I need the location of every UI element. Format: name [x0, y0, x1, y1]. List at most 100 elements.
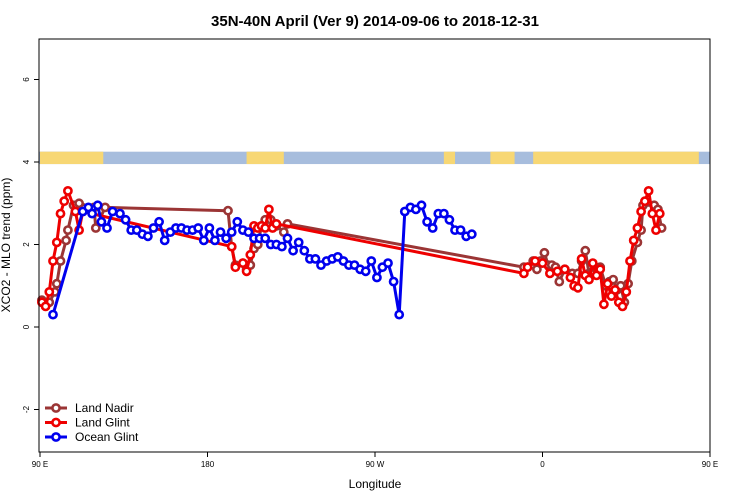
- data-point-land-glint: [565, 272, 576, 283]
- x-tick-label: 180: [201, 460, 215, 469]
- y-axis-label: XCO2 - MLO trend (ppm): [0, 178, 13, 313]
- legend-swatch-marker: [51, 403, 61, 413]
- data-point-ocean-glint: [288, 245, 298, 256]
- data-point-land-nadir: [539, 247, 550, 258]
- data-point-ocean-glint: [204, 223, 215, 233]
- y-tick-label: 2: [22, 242, 31, 247]
- data-point-land-glint: [552, 266, 563, 277]
- data-point-ocean-glint: [92, 200, 103, 211]
- data-point-ocean-glint: [455, 225, 466, 235]
- data-point-ocean-glint: [215, 227, 226, 237]
- data-point-land-glint: [230, 262, 241, 273]
- data-point-ocean-glint: [299, 245, 310, 256]
- land-band-segment: [533, 151, 699, 165]
- data-point-ocean-glint: [87, 208, 97, 219]
- data-point-ocean-glint: [422, 216, 432, 227]
- data-point-ocean-glint: [120, 214, 131, 225]
- data-point-ocean-glint: [427, 223, 438, 233]
- data-point-land-glint: [625, 256, 635, 266]
- data-point-ocean-glint: [416, 200, 427, 211]
- data-point-ocean-glint: [198, 235, 209, 246]
- data-point-ocean-glint: [154, 216, 164, 227]
- data-point-land-glint: [595, 264, 606, 275]
- data-point-land-glint: [643, 185, 654, 196]
- data-point-ocean-glint: [260, 233, 271, 244]
- data-point-ocean-glint: [142, 231, 153, 242]
- y-tick-label: -2: [22, 405, 31, 413]
- data-point-land-glint: [632, 223, 643, 233]
- data-point-land-glint: [576, 253, 587, 264]
- data-point-land-glint: [522, 262, 533, 273]
- legend-item-ocean-glint: Ocean Glint: [45, 430, 139, 444]
- data-point-ocean-glint: [276, 241, 287, 252]
- data-point-ocean-glint: [243, 227, 254, 237]
- data-point-land-nadir: [63, 225, 73, 235]
- data-point-land-nadir: [90, 223, 101, 233]
- data-point-land-glint: [628, 235, 639, 246]
- data-point-land-glint: [559, 264, 570, 275]
- data-point-ocean-glint: [232, 216, 243, 227]
- legend-swatch-marker: [51, 417, 61, 428]
- data-point-ocean-glint: [159, 235, 170, 246]
- data-point-ocean-glint: [115, 208, 125, 219]
- x-axis-label: Longitude: [349, 477, 402, 491]
- data-point-land-glint: [651, 225, 661, 235]
- series-land-glint: [37, 185, 665, 312]
- series-line-land-nadir: [41, 201, 664, 304]
- data-point-land-glint: [63, 185, 73, 196]
- data-point-ocean-glint: [383, 258, 393, 268]
- data-point-ocean-glint: [102, 223, 112, 233]
- x-axis: 90 E 180 90 W 0 90 E: [32, 452, 718, 469]
- data-point-land-glint: [573, 282, 583, 293]
- data-point-land-glint: [545, 268, 555, 279]
- series-layer: [37, 185, 667, 320]
- data-point-ocean-glint: [193, 223, 204, 233]
- data-point-land-nadir: [532, 264, 542, 275]
- land-ocean-band: [39, 151, 710, 165]
- data-point-land-nadir: [55, 256, 66, 266]
- series-ocean-glint: [48, 200, 477, 320]
- data-point-ocean-glint: [96, 216, 107, 227]
- data-point-land-glint: [537, 258, 548, 268]
- data-point-land-glint: [647, 208, 658, 219]
- data-point-ocean-glint: [444, 214, 455, 225]
- data-point-ocean-glint: [366, 256, 377, 266]
- data-point-ocean-glint: [438, 208, 449, 219]
- data-point-land-glint: [40, 301, 51, 312]
- data-point-ocean-glint: [388, 276, 399, 287]
- y-tick-label: 6: [22, 77, 31, 82]
- data-point-ocean-glint: [226, 227, 237, 237]
- x-tick-label: 90 E: [702, 460, 718, 469]
- data-point-land-glint: [621, 286, 632, 297]
- data-point-land-nadir: [51, 278, 62, 289]
- y-tick-label: 4: [22, 159, 31, 164]
- data-point-land-nadir: [554, 276, 565, 287]
- data-point-land-glint: [51, 237, 62, 248]
- data-point-ocean-glint: [148, 223, 159, 233]
- data-point-land-glint: [610, 284, 620, 295]
- x-tick-label: 90 E: [32, 460, 48, 469]
- land-band-segment: [443, 151, 456, 165]
- legend-item-land-nadir: Land Nadir: [45, 401, 134, 415]
- series-land-nadir: [37, 198, 667, 308]
- data-point-land-glint: [55, 208, 66, 219]
- legend-swatch-marker: [51, 432, 61, 442]
- data-point-ocean-glint: [293, 237, 304, 248]
- data-point-ocean-glint: [282, 233, 293, 244]
- data-point-land-nadir: [580, 245, 591, 256]
- x-tick-label: 0: [540, 460, 545, 469]
- data-point-land-nadir: [61, 235, 71, 246]
- legend-label: Land Glint: [75, 416, 130, 430]
- data-point-land-glint: [617, 301, 628, 312]
- legend-label: Ocean Glint: [75, 430, 139, 444]
- legend-item-land-glint: Land Glint: [45, 416, 130, 430]
- data-point-land-glint: [59, 196, 70, 207]
- y-axis: -2 0 2 4 6: [22, 77, 39, 413]
- data-point-land-glint: [245, 249, 256, 260]
- data-point-ocean-glint: [466, 229, 477, 240]
- data-point-ocean-glint: [394, 309, 405, 320]
- land-band-segment: [246, 151, 284, 165]
- data-point-ocean-glint: [371, 272, 382, 283]
